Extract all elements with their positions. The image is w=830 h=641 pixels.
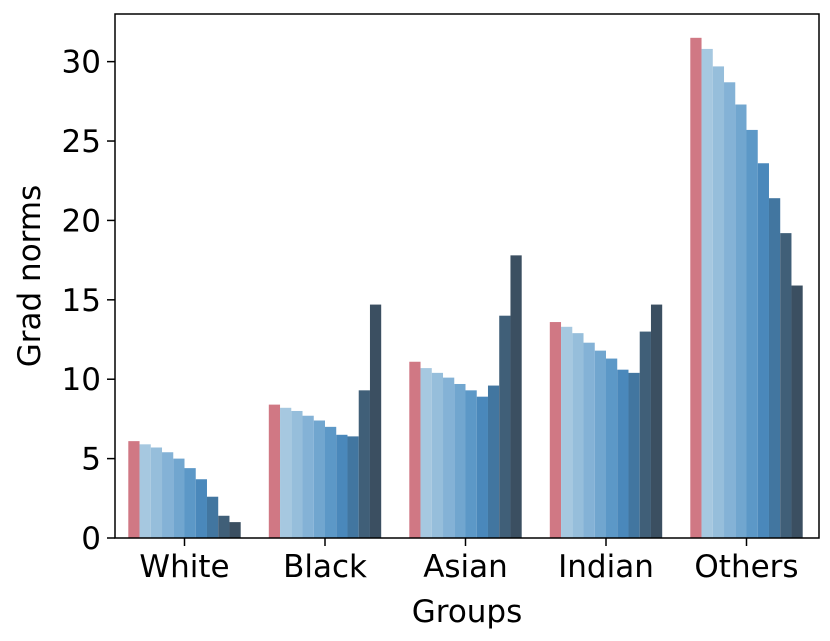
bar-asian-10 [510,255,522,539]
bar-others-4 [724,82,736,538]
bar-black-5 [313,420,325,538]
bars-group [128,37,803,539]
x-tick-label-others: Others [694,549,798,585]
x-axis-ticks: White Black Asian Indian Others [139,538,799,585]
y-tick-label: 5 [81,442,101,478]
x-axis-label: Groups [412,594,523,630]
bar-indian-8 [628,372,640,538]
bar-indian-2 [561,326,573,538]
bar-asian-1 [409,361,421,538]
bar-white-7 [195,479,207,538]
bar-white-8 [206,496,219,538]
bar-white-9 [218,515,230,538]
bar-indian-3 [572,333,584,538]
bar-asian-7 [476,396,488,538]
bar-asian-2 [420,368,432,538]
bar-black-10 [369,304,382,538]
y-axis-ticks: 0 5 10 15 20 25 30 [62,45,115,557]
bar-others-10 [791,285,803,538]
bar-black-6 [325,426,337,538]
x-tick-label-black: Black [283,549,367,585]
y-tick-label: 20 [62,203,101,239]
bar-asian-8 [487,385,500,538]
bar-asian-5 [454,383,466,538]
bar-others-9 [780,233,792,538]
bar-white-5 [173,458,185,538]
bar-others-3 [712,66,725,539]
bar-others-8 [768,198,781,538]
bar-white-2 [139,444,151,538]
bar-black-4 [302,415,314,538]
bar-others-7 [757,163,769,538]
bar-indian-6 [606,358,618,538]
y-tick-label: 0 [81,521,101,557]
y-tick-label: 30 [62,45,101,81]
bar-indian-10 [650,304,663,538]
y-axis-label: Grad norms [12,185,48,367]
bar-asian-9 [499,315,511,538]
bar-others-1 [690,37,702,538]
bar-others-2 [701,48,713,539]
bar-indian-5 [594,350,606,538]
bar-white-3 [150,447,163,538]
x-tick-label-indian: Indian [558,549,654,585]
x-tick-label-asian: Asian [423,549,508,585]
bar-white-1 [128,441,140,538]
bar-asian-6 [465,390,477,538]
x-tick-label-white: White [139,549,229,585]
plot-frame [114,13,820,539]
bar-black-9 [358,390,370,538]
bar-indian-4 [583,342,595,538]
bar-indian-9 [639,331,651,538]
bar-others-6 [746,129,758,539]
bar-others-5 [735,104,747,538]
y-tick-label: 10 [62,362,101,398]
bar-indian-1 [549,322,562,538]
bar-asian-4 [443,377,455,538]
bar-white-4 [162,452,174,538]
bar-black-1 [268,404,281,538]
bar-white-6 [184,468,196,538]
bar-black-3 [291,410,303,538]
bar-black-2 [280,407,292,538]
bar-asian-3 [431,372,444,538]
bar-black-7 [336,434,348,538]
bar-indian-7 [617,369,629,538]
y-tick-label: 25 [62,124,101,160]
y-tick-label: 15 [62,283,101,319]
bar-black-8 [347,436,359,538]
bar-white-10 [229,522,241,538]
